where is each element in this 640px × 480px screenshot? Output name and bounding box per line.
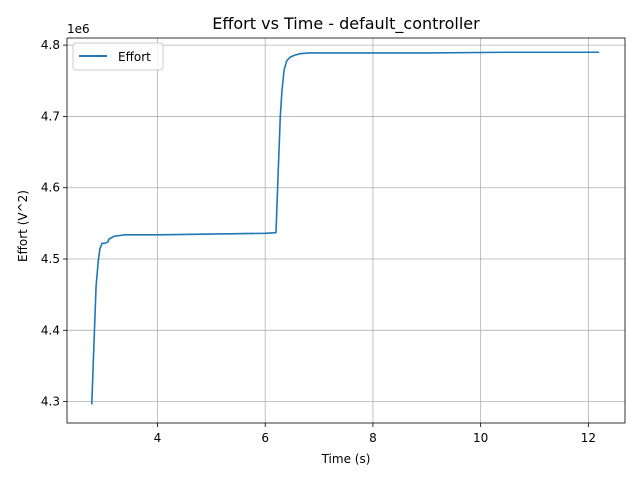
x-tick-label: 10 — [473, 431, 488, 445]
y-tick-label: 4.4 — [41, 323, 60, 337]
y-axis-offset-label: 1e6 — [67, 22, 90, 36]
series-layer — [90, 51, 600, 405]
chart-title: Effort vs Time - default_controller — [212, 14, 480, 34]
x-tick-label: 4 — [154, 431, 162, 445]
y-axis-label: Effort (V^2) — [16, 190, 30, 262]
legend-effort-label: Effort — [118, 50, 151, 64]
y-tick-label: 4.6 — [41, 181, 60, 195]
x-tick-label: 12 — [581, 431, 596, 445]
x-tick-label: 6 — [261, 431, 269, 445]
series-line-effort — [90, 51, 600, 405]
legend: Effort — [72, 42, 164, 71]
y-tick-label: 4.7 — [41, 109, 60, 123]
y-tick-label: 4.5 — [41, 252, 60, 266]
x-tick-label: 8 — [369, 431, 377, 445]
y-axis-ticks: 4.3 4.4 4.5 4.6 4.7 4.8 — [41, 38, 67, 409]
plot-frame — [66, 37, 626, 424]
legend-box — [72, 42, 164, 71]
x-axis-ticks: 4 6 8 10 12 — [154, 423, 596, 445]
y-tick-label: 4.3 — [41, 395, 60, 409]
x-axis-label: Time (s) — [321, 452, 371, 466]
y-tick-label: 4.8 — [41, 38, 60, 52]
